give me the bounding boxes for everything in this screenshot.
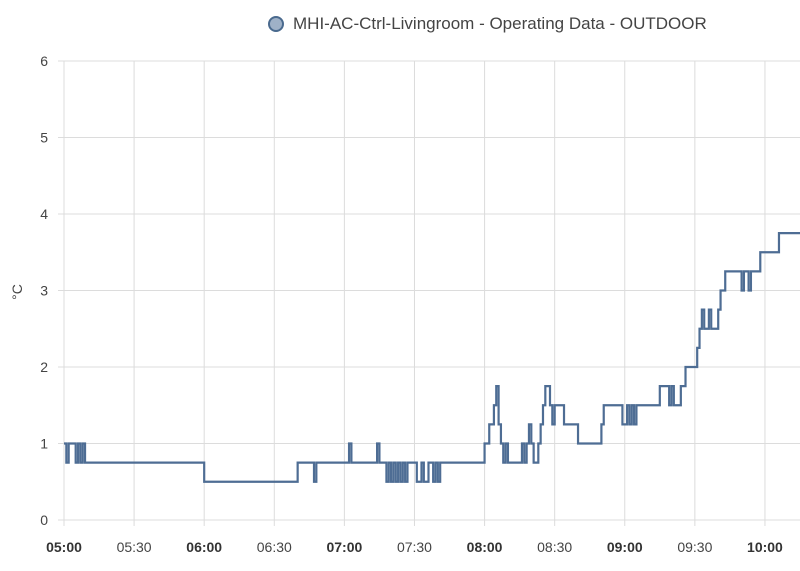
y-tick-label: 2: [40, 359, 48, 375]
x-axis: 05:00 05:30 06:00 06:30 07:00 07:30 08:00 08:30…: [46, 539, 783, 555]
x-tick-label: 07:30: [397, 539, 432, 555]
x-tick-label: 10:00: [747, 539, 783, 555]
x-tick-label: 05:30: [117, 539, 152, 555]
legend-label: MHI-AC-Ctrl-Livingroom - Operating Data …: [293, 14, 707, 33]
y-tick-label: 4: [40, 206, 48, 222]
chart-grid: [58, 60, 800, 526]
x-tick-label: 06:00: [186, 539, 222, 555]
x-tick-label: 05:00: [46, 539, 82, 555]
chart-series: [64, 232, 800, 483]
x-tick-label: 07:00: [326, 539, 362, 555]
x-tick-label: 08:00: [467, 539, 503, 555]
x-tick-label: 09:00: [607, 539, 643, 555]
y-axis-label: °C: [9, 284, 25, 300]
y-axis: 0 1 2 3 4 5 6: [40, 53, 48, 528]
y-tick-label: 1: [40, 436, 48, 452]
x-tick-label: 08:30: [537, 539, 572, 555]
x-tick-label: 09:30: [677, 539, 712, 555]
chart-legend[interactable]: MHI-AC-Ctrl-Livingroom - Operating Data …: [268, 14, 707, 34]
legend-swatch-icon: [268, 16, 284, 32]
y-tick-label: 0: [40, 512, 48, 528]
y-tick-label: 6: [40, 53, 48, 69]
x-tick-label: 06:30: [257, 539, 292, 555]
y-tick-label: 3: [40, 283, 48, 299]
y-tick-label: 5: [40, 130, 48, 146]
series-line[interactable]: [64, 232, 800, 483]
